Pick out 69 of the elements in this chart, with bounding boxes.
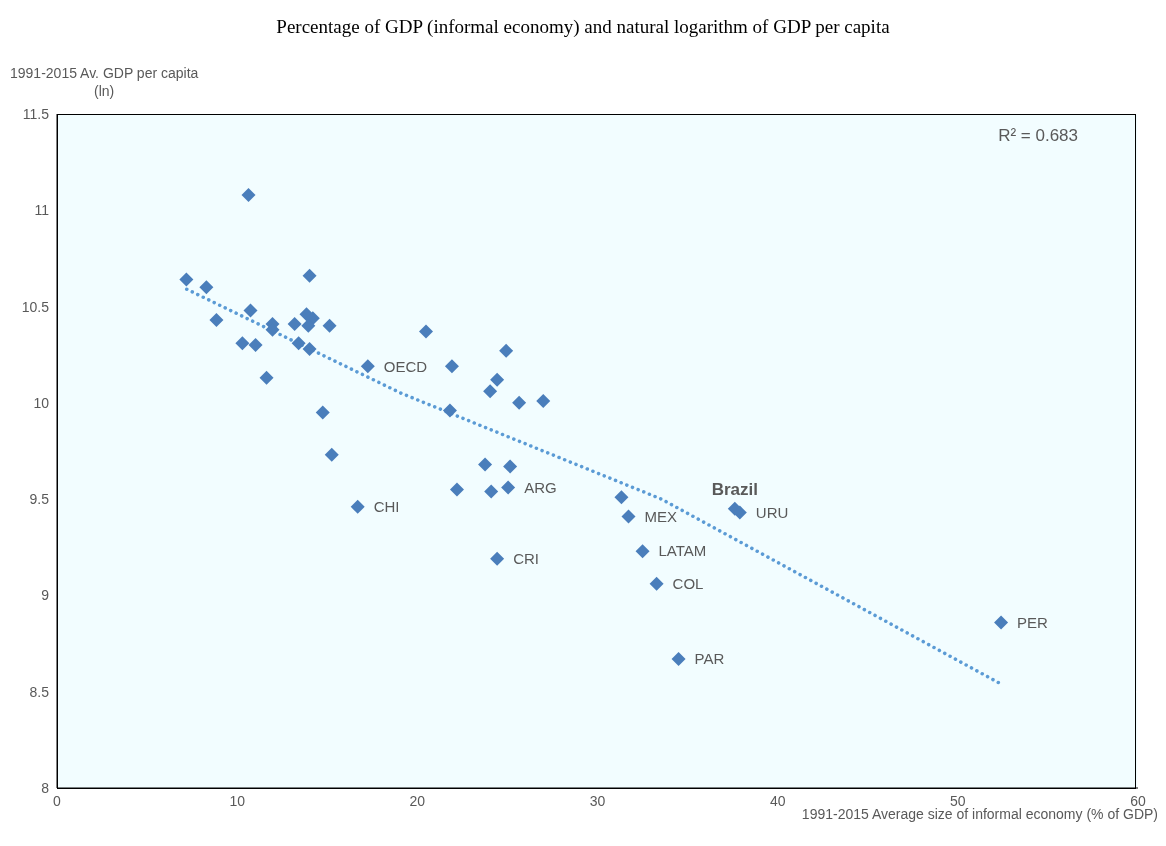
annotation: URU — [755, 503, 789, 521]
point — [179, 272, 194, 287]
y-tick-label: 10 — [33, 394, 50, 411]
y-tick-label: 8 — [41, 779, 50, 796]
point — [322, 318, 337, 333]
point — [501, 480, 516, 495]
point — [442, 403, 457, 418]
annotation: R² = 0.683 — [998, 126, 1078, 146]
y-tick-label: 11 — [34, 202, 50, 219]
point — [302, 341, 317, 356]
point — [243, 303, 258, 318]
point — [994, 615, 1009, 630]
annotation: Brazil — [711, 479, 758, 499]
annotation: PAR — [694, 650, 725, 668]
x-tick-label: 60 — [1130, 792, 1146, 809]
point — [536, 393, 551, 408]
annotation: MEX — [644, 507, 677, 525]
point — [614, 490, 629, 505]
point — [499, 343, 514, 358]
annotation: LATAM — [658, 542, 707, 560]
point — [259, 370, 274, 385]
annotation: COL — [672, 575, 704, 593]
point — [324, 447, 339, 462]
x-axis-title: 1991-2015 Average size of informal economy (% of GDP) — [801, 806, 1158, 822]
y-axis-title: 1991-2015 Av. GDP per capita (ln) — [10, 64, 199, 100]
point — [444, 359, 459, 374]
point — [484, 484, 499, 499]
point — [449, 482, 464, 497]
annotation: CRI — [513, 550, 539, 568]
x-tick-label: 50 — [950, 792, 966, 809]
point — [302, 268, 317, 283]
point — [512, 395, 527, 410]
x-tick-label: 10 — [229, 792, 246, 809]
point — [418, 324, 433, 339]
point — [235, 336, 250, 351]
point — [291, 336, 306, 351]
point — [315, 405, 330, 420]
y-tick-label: 11.5 — [22, 105, 50, 122]
x-tick-label: 30 — [589, 792, 606, 809]
point — [621, 509, 636, 524]
point — [478, 457, 493, 472]
y-tick-label: 8.5 — [29, 683, 50, 700]
annotation: CHI — [373, 498, 400, 516]
line-series — [184, 287, 1003, 686]
point — [490, 372, 505, 387]
y-tick-label: 9.5 — [29, 491, 50, 508]
point — [360, 359, 375, 374]
y-tick-label: 9 — [41, 587, 50, 604]
annotation: ARG — [524, 478, 557, 496]
x-tick-label: 0 — [53, 792, 62, 809]
point — [350, 499, 365, 514]
point — [490, 551, 505, 566]
chart-title: Percentage of GDP (informal economy) and natural logarithm of GDP per capita — [275, 16, 891, 38]
annotation: PER — [1017, 613, 1049, 631]
x-tick-label: 20 — [409, 792, 426, 809]
annotation: OECD — [383, 357, 428, 375]
point — [287, 316, 302, 331]
point — [649, 576, 664, 591]
y-tick-label: 10.5 — [21, 298, 50, 315]
point — [241, 187, 256, 202]
x-tick-label: 40 — [769, 792, 786, 809]
point — [301, 318, 316, 333]
point — [503, 459, 518, 474]
point — [671, 651, 686, 666]
point — [209, 313, 224, 328]
point — [248, 338, 263, 353]
point — [635, 544, 650, 559]
point — [199, 280, 214, 295]
point — [483, 384, 498, 399]
